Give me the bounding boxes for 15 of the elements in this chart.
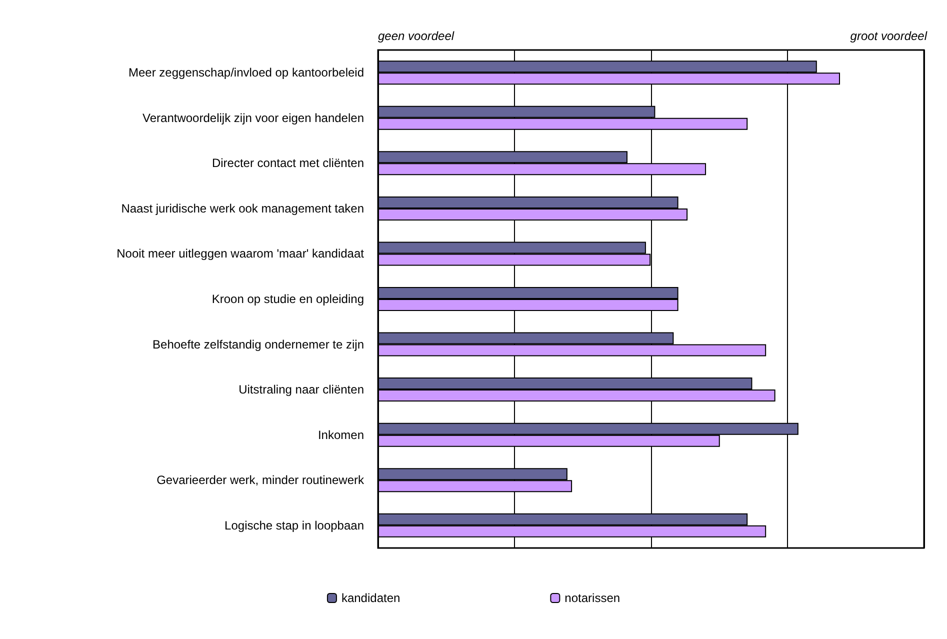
y-tick-label: Naast juridische werk ook management taken <box>121 201 364 216</box>
y-tick-label: Meer zeggenschap/invloed op kantoorbeleid <box>128 66 364 80</box>
y-tick-label: Kroon op studie en opleiding <box>212 292 364 306</box>
legend-label: notarissen <box>564 591 620 605</box>
y-tick-label: Inkomen <box>318 428 364 442</box>
text: geen voordeel <box>378 29 454 43</box>
text: groot voordeel <box>850 29 928 43</box>
legend-label: kandidaten <box>341 591 400 605</box>
y-tick-label: Uitstraling naar cliënten <box>238 382 364 397</box>
y-tick-label: Verantwoordelijk zijn voor eigen handelen <box>142 110 364 125</box>
y-tick-label: Behoefte zelfstandig ondernemer te zijn <box>152 337 364 352</box>
y-tick-label: Directer contact met cliënten <box>212 156 364 170</box>
y-tick-label: Nooit meer uitleggen waarom 'maar' kandidaat <box>116 246 365 261</box>
y-tick-label: Logische stap in loopbaan <box>224 518 364 532</box>
y-tick-label: Gevarieerder werk, minder routinewerk <box>156 473 365 488</box>
